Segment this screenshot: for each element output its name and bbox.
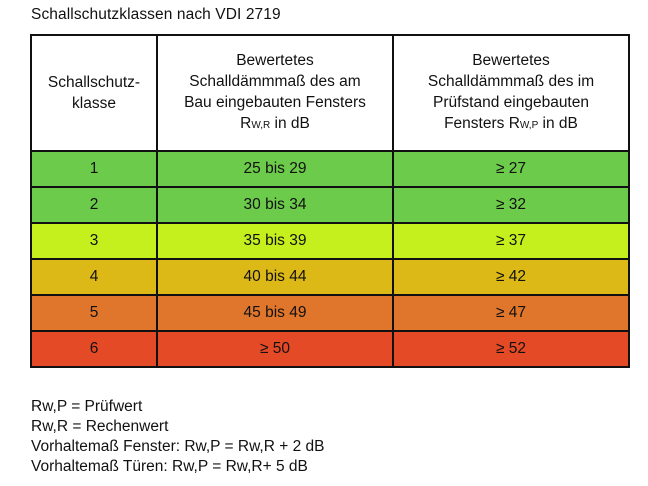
cell-klasse: 1 — [30, 150, 158, 188]
cell-pruef: ≥ 32 — [392, 186, 630, 224]
header-text: Bewertetes — [472, 52, 550, 69]
sound-class-table: Schallschutz- klasse Bewertetes Schalldä… — [30, 34, 630, 368]
cell-klasse: 2 — [30, 186, 158, 224]
header-subscript: W,R — [251, 120, 271, 131]
cell-pruef: ≥ 52 — [392, 330, 630, 368]
header-bau-value: Bewertetes Schalldämmmaß des am Bau eing… — [156, 34, 394, 152]
note-line: Vorhaltemaß Fenster: Rw,P = Rw,R + 2 dB — [31, 438, 325, 455]
note-line: Rw,P = Prüfwert — [31, 398, 143, 415]
header-text: Bau eingebauten Fensters — [184, 94, 366, 111]
header-text: Schallschutz- — [47, 74, 141, 91]
table-row: 6 ≥ 50 ≥ 52 — [30, 330, 630, 368]
header-text: Fensters — [444, 115, 509, 132]
cell-bau: 35 bis 39 — [156, 222, 394, 260]
header-symbol: R — [240, 115, 252, 132]
table-row: 3 35 bis 39 ≥ 37 — [30, 222, 630, 260]
cell-pruef: ≥ 37 — [392, 222, 630, 260]
cell-klasse: 5 — [30, 294, 158, 332]
header-text: Bewertetes — [236, 52, 314, 69]
note-line: Rw,R = Rechenwert — [31, 418, 169, 435]
cell-klasse: 3 — [30, 222, 158, 260]
table-header-row: Schallschutz- klasse Bewertetes Schalldä… — [30, 34, 630, 152]
table-row: 1 25 bis 29 ≥ 27 — [30, 150, 630, 188]
cell-pruef: ≥ 47 — [392, 294, 630, 332]
cell-bau: ≥ 50 — [156, 330, 394, 368]
cell-bau: 40 bis 44 — [156, 258, 394, 296]
cell-bau: 30 bis 34 — [156, 186, 394, 224]
header-text: klasse — [72, 95, 116, 112]
table-row: 2 30 bis 34 ≥ 32 — [30, 186, 630, 224]
cell-pruef: ≥ 42 — [392, 258, 630, 296]
cell-bau: 45 bis 49 — [156, 294, 394, 332]
header-text: Schalldämmmaß des im — [427, 73, 595, 90]
header-pruef-value: Bewertetes Schalldämmmaß des im Prüfstan… — [392, 34, 630, 152]
cell-pruef: ≥ 27 — [392, 150, 630, 188]
header-symbol: R — [508, 115, 520, 132]
cell-klasse: 6 — [30, 330, 158, 368]
header-schallschutzklasse: Schallschutz- klasse — [30, 34, 158, 152]
header-text: Prüfstand eingebauten — [433, 94, 589, 111]
note-line: Vorhaltemaß Türen: Rw,P = Rw,R+ 5 dB — [31, 458, 308, 475]
cell-klasse: 4 — [30, 258, 158, 296]
header-text: Schalldämmmaß des am — [189, 73, 361, 90]
header-unit: in dB — [270, 115, 310, 132]
table-row: 4 40 bis 44 ≥ 42 — [30, 258, 630, 296]
header-unit: in dB — [538, 115, 578, 132]
header-subscript: W,P — [519, 120, 539, 131]
table-row: 5 45 bis 49 ≥ 47 — [30, 294, 630, 332]
page-title: Schallschutzklassen nach VDI 2719 — [31, 6, 281, 23]
cell-bau: 25 bis 29 — [156, 150, 394, 188]
notes-block: Rw,P = Prüfwert Rw,R = Rechenwert Vorhal… — [31, 397, 325, 477]
